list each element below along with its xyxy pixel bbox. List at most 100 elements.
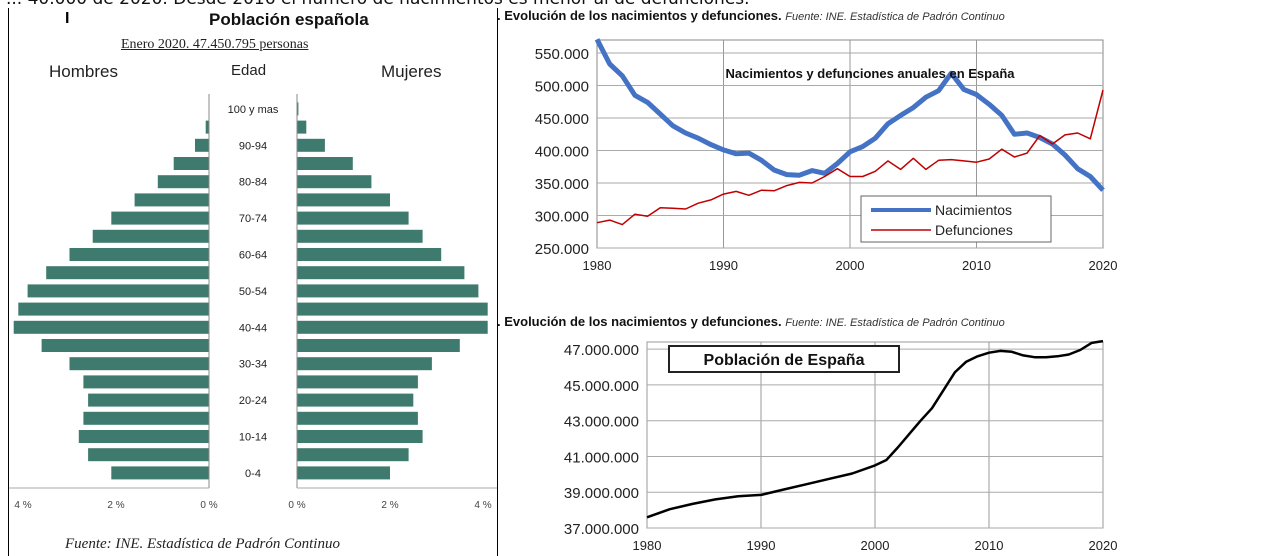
bar-hombres-55-59 — [46, 266, 210, 280]
bar-hombres-95-99 — [205, 120, 209, 134]
age-label-90-94: 90-94 — [239, 140, 267, 152]
x-tick-left: 0 % — [200, 500, 217, 511]
x-tick-label: 1990 — [747, 538, 776, 553]
y-tick-label: 45.000.000 — [564, 378, 639, 395]
births-chart-title: Nacimientos y defunciones anuales en Esp… — [726, 66, 1016, 81]
bar-mujeres-20-24 — [297, 393, 414, 407]
bar-mujeres-30-34 — [297, 357, 432, 371]
bar-hombres-10-14 — [78, 430, 209, 443]
bar-mujeres-80-84 — [297, 175, 372, 189]
bar-hombres-50-54 — [27, 284, 209, 298]
y-tick-label: 41.000.000 — [564, 449, 639, 466]
bottom-caption-title: . Evolución de los nacimientos y defunci… — [497, 314, 782, 329]
hombres-label: Hombres — [49, 62, 118, 81]
pyramid-subtitle: Enero 2020. 47.450.795 personas — [121, 37, 309, 52]
bar-mujeres-65-69 — [297, 229, 423, 243]
age-label-10-14: 10-14 — [239, 432, 267, 444]
y-tick-label: 450.000 — [535, 111, 589, 128]
legend-label-defunciones: Defunciones — [935, 222, 1013, 238]
age-label-20-24: 20-24 — [239, 395, 267, 407]
age-label-40-44: 40-44 — [239, 322, 267, 334]
bar-hombres-30-34 — [69, 357, 209, 371]
bar-mujeres-90-94 — [297, 138, 325, 152]
bottom-chart-caption: . Evolución de los nacimientos y defunci… — [497, 314, 1005, 329]
bar-mujeres-35-39 — [297, 339, 460, 352]
age-label-100 y mas: 100 y mas — [228, 104, 279, 116]
bar-hombres-80-84 — [157, 175, 209, 189]
bar-hombres-25-29 — [83, 375, 209, 389]
x-tick-left: 4 % — [14, 500, 31, 511]
bar-mujeres-40-44 — [297, 320, 488, 334]
legend-label-nacimientos: Nacimientos — [935, 202, 1012, 218]
x-tick-label: 2010 — [962, 258, 991, 273]
y-tick-label: 43.000.000 — [564, 414, 639, 431]
top-paragraph-text: ... 40.000 de 2020. Desde 2016 el número… — [0, 0, 1261, 9]
pyramid-chart: 0-4 10-14 20-24 30-34 40-44 50-54 60-64 70-74 80… — [9, 94, 497, 511]
x-tick-label: 1980 — [583, 258, 612, 273]
bar-hombres-5-9 — [88, 448, 209, 462]
bar-mujeres-95-99 — [297, 120, 307, 134]
bar-mujeres-45-49 — [297, 302, 488, 316]
y-tick-label: 39.000.000 — [564, 485, 639, 502]
bar-mujeres-0-4 — [297, 466, 390, 480]
bar-mujeres-60-64 — [297, 248, 442, 261]
age-label-50-54: 50-54 — [239, 286, 267, 298]
bar-hombres-70-74 — [111, 211, 209, 225]
bar-hombres-45-49 — [18, 302, 209, 316]
population-title-box — [668, 345, 900, 373]
mujeres-label: Mujeres — [381, 62, 442, 81]
bar-hombres-15-19 — [83, 411, 209, 425]
x-tick-label: 1980 — [633, 538, 662, 553]
bar-mujeres-70-74 — [297, 211, 409, 225]
top-caption-title: . Evolución de los nacimientos y defunci… — [497, 8, 782, 23]
bar-hombres-65-69 — [92, 229, 209, 243]
bar-mujeres-10-14 — [297, 430, 423, 443]
series-line-poblacion — [646, 339, 1104, 519]
bar-hombres-90-94 — [195, 138, 209, 152]
bar-hombres-75-79 — [134, 193, 209, 207]
pyramid-title: Población española — [209, 10, 369, 29]
y-tick-label: 300.000 — [535, 209, 589, 226]
x-tick-right: 0 % — [288, 500, 305, 511]
x-tick-left: 2 % — [107, 500, 124, 511]
births-deaths-chart: 250.000 300.000 350.000 400.000 450.000 500.0… — [535, 38, 1118, 273]
x-tick-label: 2000 — [861, 538, 890, 553]
bar-mujeres-50-54 — [297, 284, 479, 298]
x-tick-label: 2010 — [975, 538, 1004, 553]
x-tick-label: 1990 — [709, 258, 738, 273]
bar-hombres-20-24 — [88, 393, 209, 407]
bar-hombres-35-39 — [41, 339, 209, 352]
bottom-caption-source: Fuente: INE. Estadística de Padrón Conti… — [785, 317, 1005, 329]
age-label-0-4: 0-4 — [245, 468, 261, 480]
bar-mujeres-5-9 — [297, 448, 409, 462]
bar-mujeres-75-79 — [297, 193, 390, 207]
bar-hombres-0-4 — [111, 466, 209, 480]
y-tick-label: 47.000.000 — [564, 342, 639, 359]
y-tick-label: 250.000 — [535, 241, 589, 258]
y-tick-label: 550.000 — [535, 46, 589, 63]
y-tick-label: 350.000 — [535, 176, 589, 193]
y-tick-label: 400.000 — [535, 144, 589, 161]
age-label-80-84: 80-84 — [239, 177, 267, 189]
population-pyramid-panel: I Población española Enero 2020. 47.450.… — [8, 8, 498, 556]
series-line-nacimientos — [594, 38, 1105, 192]
series-line-defunciones — [596, 89, 1104, 226]
bar-hombres-40-44 — [13, 320, 210, 334]
x-tick-label: 2020 — [1089, 258, 1118, 273]
pyramid-marker: I — [65, 10, 70, 27]
bar-hombres-85-89 — [173, 157, 209, 170]
x-tick-right: 2 % — [381, 500, 398, 511]
population-chart-title: Población de España — [704, 352, 865, 369]
age-label-30-34: 30-34 — [239, 359, 267, 371]
bar-hombres-60-64 — [69, 248, 209, 261]
age-label-60-64: 60-64 — [239, 250, 267, 262]
x-tick-label: 2000 — [836, 258, 865, 273]
legend-box — [860, 195, 1052, 243]
pyramid-source: Fuente: INE. Estadística de Padrón Conti… — [65, 536, 340, 552]
bar-mujeres-100 y mas — [297, 102, 299, 116]
population-chart: 37.000.000 39.000.000 41.000.000 43.000.000… — [564, 339, 1117, 553]
bar-mujeres-85-89 — [297, 157, 353, 170]
edad-label: Edad — [231, 62, 267, 79]
bar-mujeres-55-59 — [297, 266, 465, 280]
top-caption-source: Fuente: INE. Estadística de Padrón Conti… — [785, 11, 1005, 23]
